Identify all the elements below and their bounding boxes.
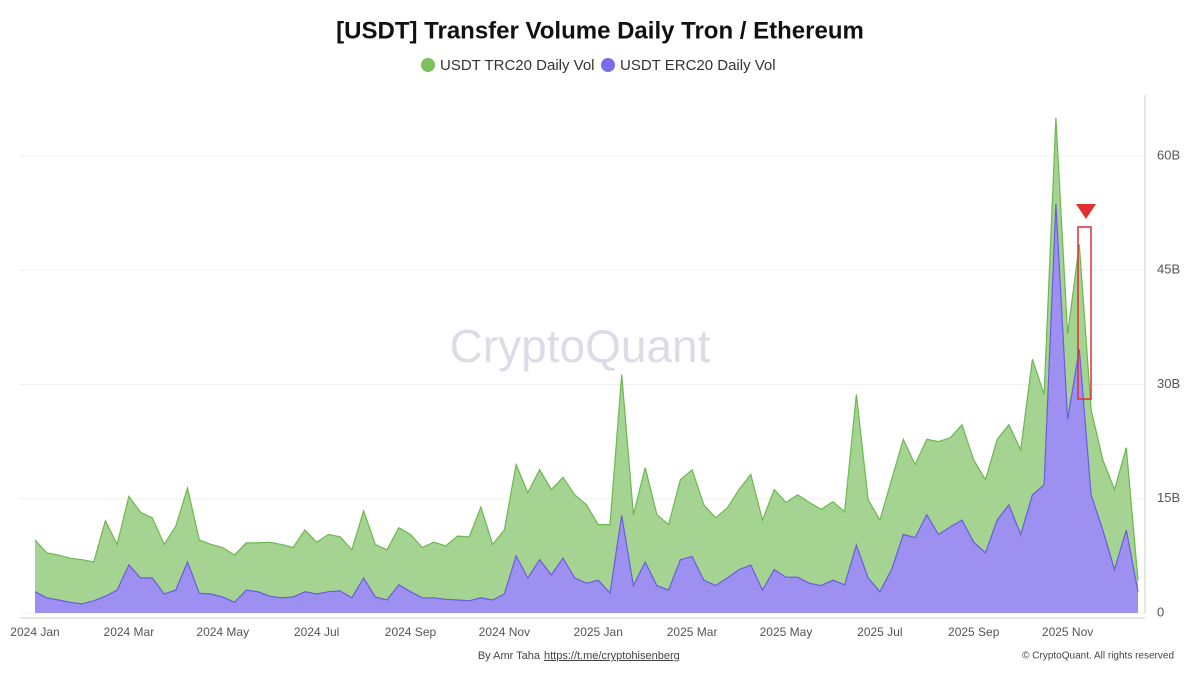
x-tick-label: 2024 Mar	[104, 625, 155, 639]
highlight-arrow	[1076, 204, 1096, 219]
area-line	[34, 203, 1139, 605]
y-tick-label: 15B	[1157, 490, 1180, 505]
area-line	[34, 117, 1139, 581]
plot-area: 0 15B 30B 45B 60B 2024 Jan 2024 Mar 2024 May 202…	[10, 95, 1180, 639]
x-tick-label: 2025 Nov	[1042, 625, 1093, 639]
watermark: CryptoQuant	[450, 320, 711, 372]
x-tick-label: 2024 Nov	[479, 625, 530, 639]
x-tick-label: 2025 Jan	[574, 625, 623, 639]
x-tick-label: 2024 May	[196, 625, 249, 639]
footer-copyright: © CryptoQuant. All rights reserved	[1022, 651, 1174, 662]
y-tick-label: 60B	[1157, 147, 1180, 162]
highlight-box	[1077, 226, 1092, 400]
x-tick-label: 2024 Jan	[10, 625, 59, 639]
x-tick-label: 2025 Jul	[857, 625, 902, 639]
x-tick-label: 2024 Jul	[294, 625, 339, 639]
x-tick-label: 2025 May	[760, 625, 813, 639]
x-tick-label: 2024 Sep	[385, 625, 437, 639]
y-tick-label: 45B	[1157, 262, 1180, 277]
legend-marker	[421, 58, 435, 72]
footer-author: By Amr Taha	[478, 650, 541, 662]
y-tick-label: 0	[1157, 604, 1164, 619]
chart-title: [USDT] Transfer Volume Daily Tron / Ethe…	[336, 17, 864, 44]
x-tick-label: 2025 Mar	[667, 625, 718, 639]
area	[35, 203, 1138, 613]
legend-marker	[601, 58, 615, 72]
legend-label: USDT ERC20 Daily Vol	[620, 57, 776, 74]
x-tick-label: 2025 Sep	[948, 625, 1000, 639]
footer-link[interactable]: https://t.me/cryptohisenberg	[544, 650, 680, 662]
legend-label: USDT TRC20 Daily Vol	[440, 57, 595, 74]
y-tick-label: 30B	[1157, 376, 1180, 391]
area	[35, 117, 1138, 614]
